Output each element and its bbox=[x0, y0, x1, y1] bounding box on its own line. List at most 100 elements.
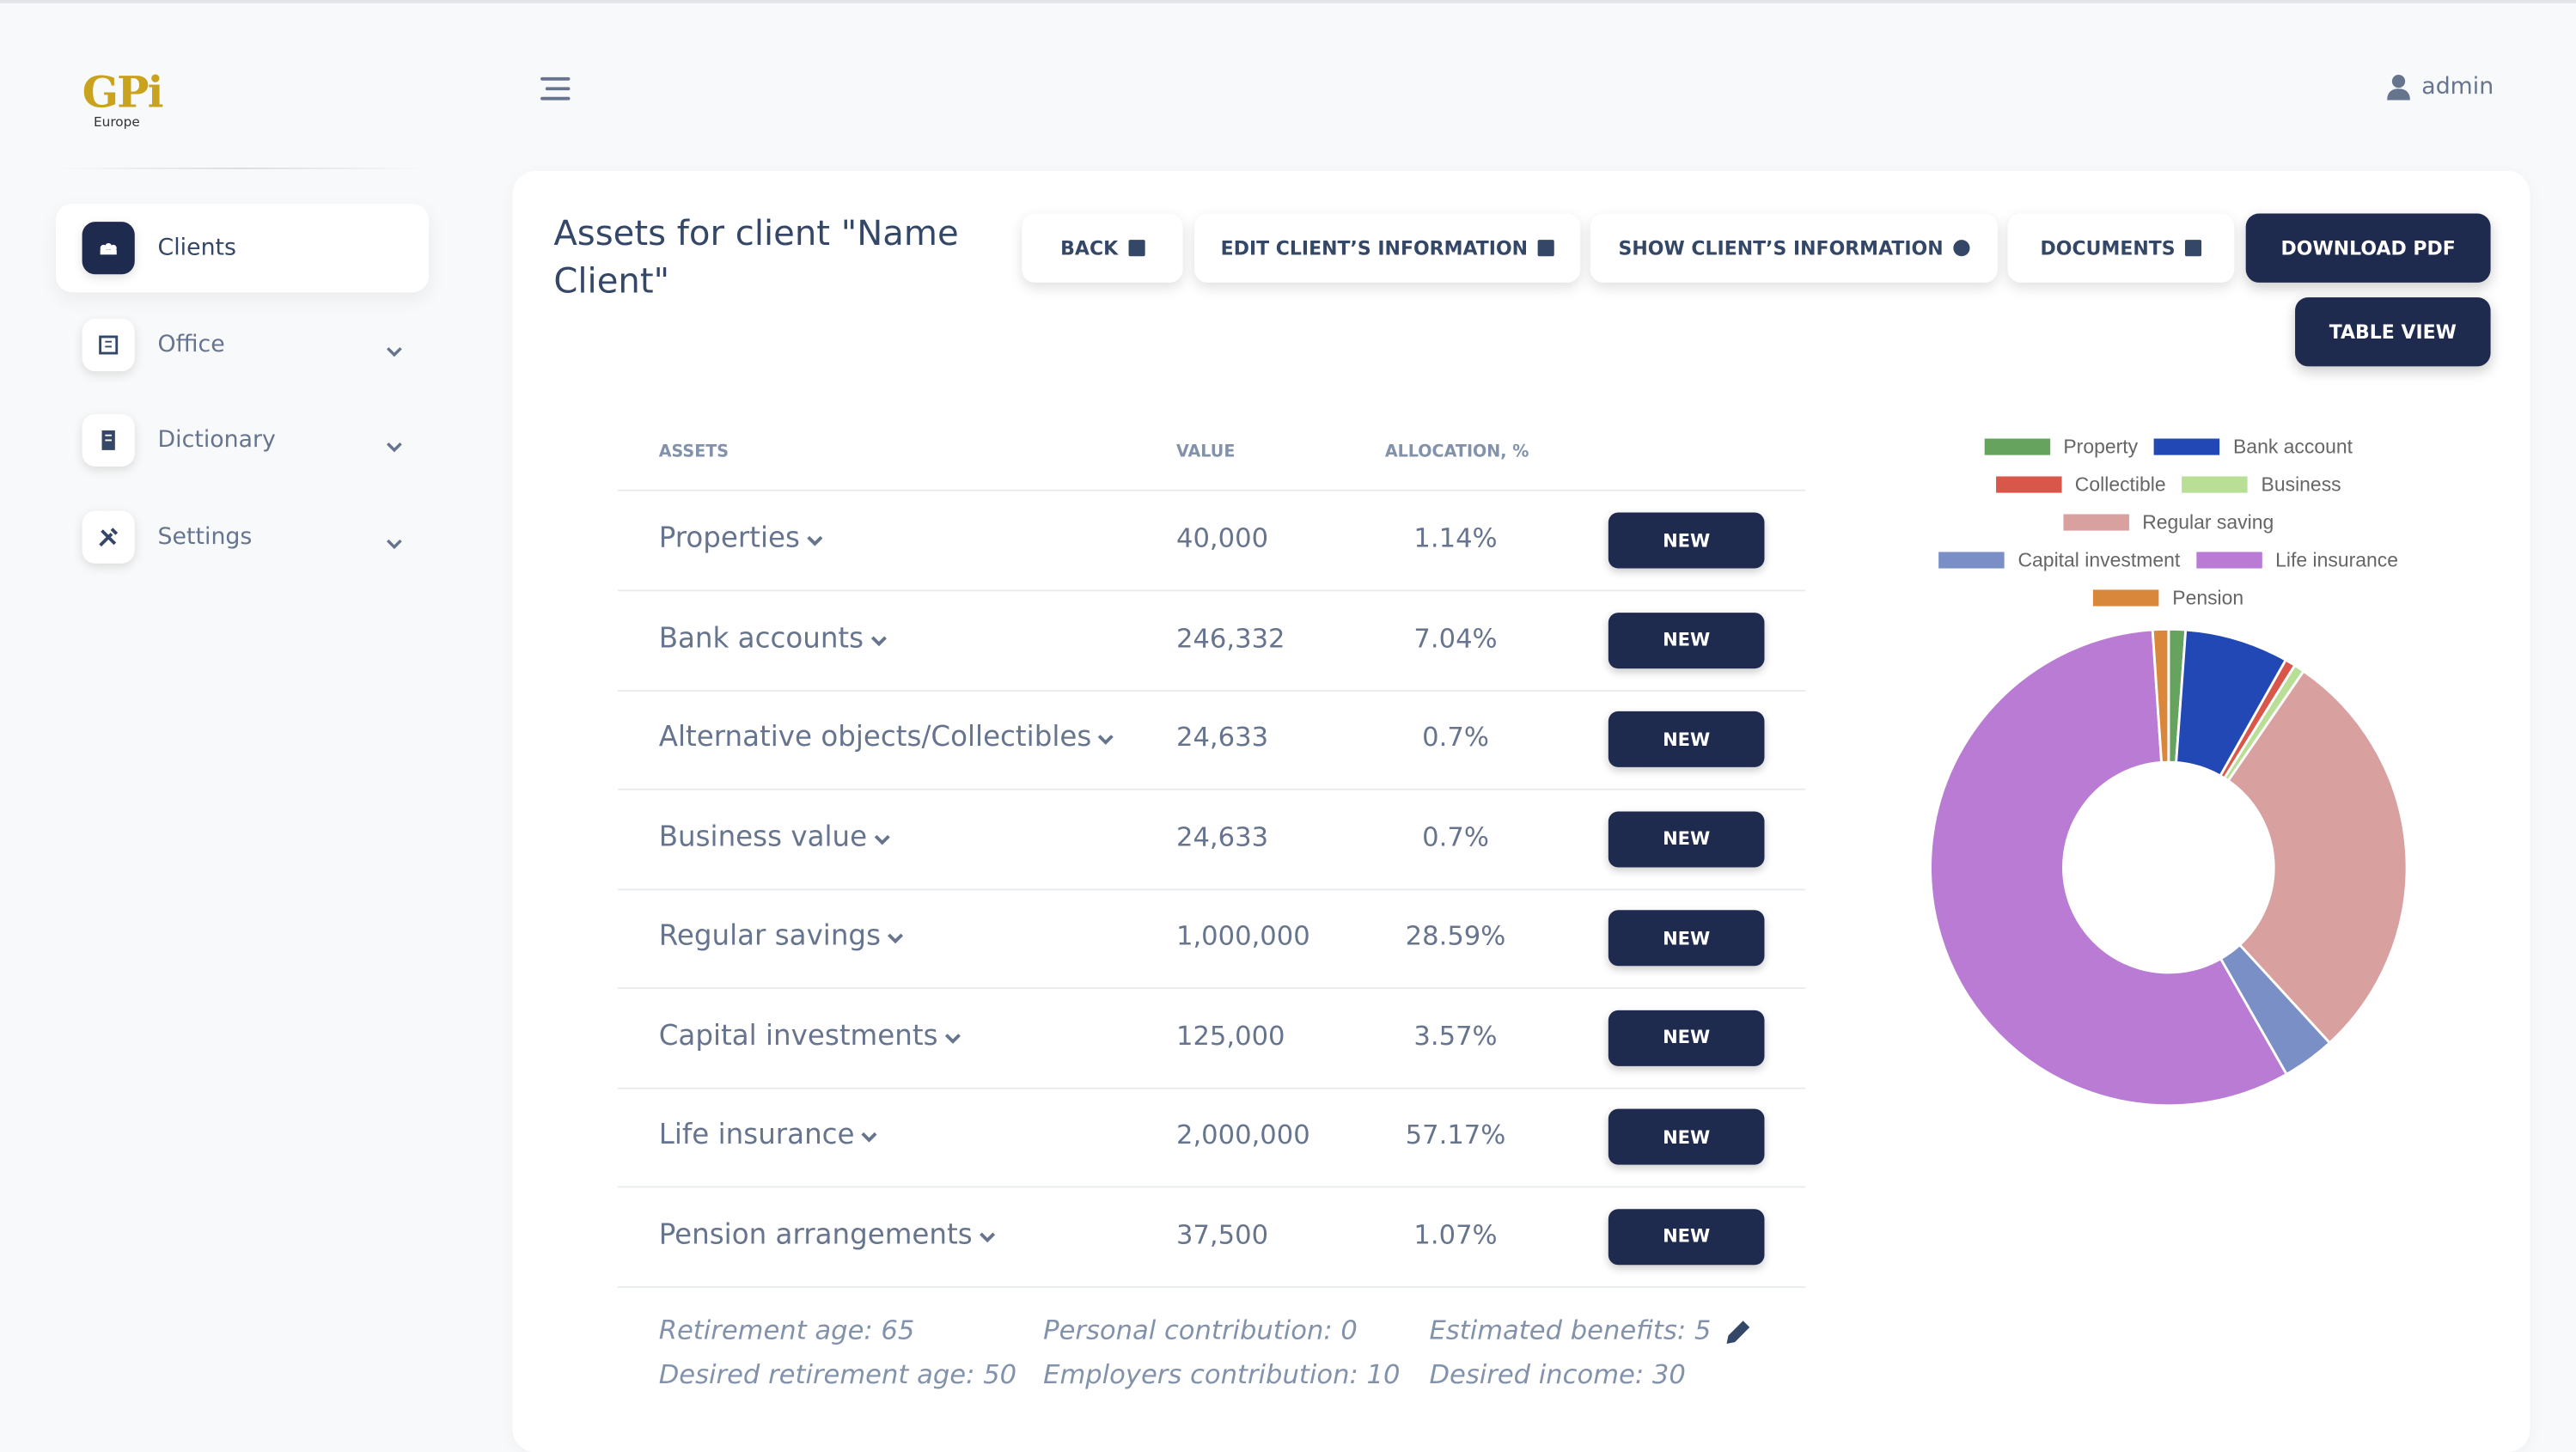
legend-item[interactable]: Regular saving bbox=[2063, 511, 2274, 534]
button[interactable]: BACK ​ bbox=[1022, 213, 1183, 283]
legend-label: Capital investment bbox=[2017, 548, 2181, 572]
asset-label: Properties bbox=[658, 522, 800, 556]
asset-label: Capital investments bbox=[658, 1019, 938, 1052]
chevron-icon bbox=[861, 1132, 877, 1143]
button[interactable]: DOWNLOAD PDF bbox=[2245, 213, 2491, 283]
nav-item[interactable]: Dictionary bbox=[56, 396, 429, 485]
new-button[interactable]: NEW bbox=[1608, 1009, 1765, 1065]
legend-item[interactable]: Property bbox=[1984, 435, 2139, 459]
legend-row: Property Bank account bbox=[1840, 435, 2497, 459]
asset-label: Alternative objects/Collectibles bbox=[658, 721, 1092, 754]
button-label: SHOW CLIENT’S INFORMATION bbox=[1618, 236, 1944, 260]
button-label: DOCUMENTS bbox=[2040, 236, 2176, 260]
legend-swatch bbox=[1984, 438, 2051, 455]
legend-label: Life insurance bbox=[2275, 548, 2398, 572]
button[interactable]: SHOW CLIENT’S INFORMATION ​ bbox=[1590, 213, 1998, 283]
table-header: ALLOCATION, % bbox=[1384, 443, 1529, 462]
row-divider bbox=[617, 888, 1806, 890]
detail-text: Desired income: 30 bbox=[1429, 1358, 1686, 1390]
asset-value: 246,332 bbox=[1175, 621, 1285, 654]
menu-toggle[interactable] bbox=[539, 76, 571, 102]
button[interactable]: TABLE VIEW bbox=[2295, 297, 2491, 367]
new-button[interactable]: NEW bbox=[1608, 1108, 1765, 1165]
icon bbox=[99, 527, 119, 546]
new-button[interactable]: NEW bbox=[1608, 910, 1765, 967]
new-button[interactable]: NEW bbox=[1608, 612, 1765, 668]
legend-item[interactable]: Life insurance bbox=[2196, 548, 2398, 572]
app: GPi Europe admin Assets for client "Name… bbox=[0, 0, 2576, 1390]
icon bbox=[101, 430, 115, 450]
nav-item[interactable]: Office bbox=[56, 300, 429, 388]
asset-name[interactable]: Business value bbox=[659, 821, 890, 853]
legend-item[interactable]: Bank account bbox=[2154, 435, 2353, 459]
chevron bbox=[861, 1119, 877, 1151]
legend-label: Bank account bbox=[2233, 435, 2353, 459]
button-icon: ​ bbox=[1953, 240, 1970, 257]
asset-name[interactable]: Alternative objects/Collectibles bbox=[658, 721, 1114, 754]
row-divider bbox=[617, 589, 1806, 592]
detail-text: Personal contribution: 0 bbox=[1043, 1314, 1358, 1345]
content-card bbox=[512, 170, 2530, 1452]
asset-label: Bank accounts bbox=[658, 621, 864, 655]
asset-name[interactable]: Properties bbox=[659, 522, 823, 555]
logo[interactable]: GPi bbox=[82, 69, 164, 119]
chevron bbox=[1098, 721, 1114, 753]
legend-row: Pension bbox=[1840, 587, 2497, 609]
nav-item[interactable]: Settings bbox=[56, 492, 429, 581]
nav-label: Dictionary bbox=[157, 427, 276, 454]
edit-icon[interactable] bbox=[1724, 1317, 1753, 1346]
asset-value: 40,000 bbox=[1175, 522, 1269, 554]
legend-label: Collectible bbox=[2074, 473, 2166, 497]
new-button[interactable]: NEW bbox=[1608, 810, 1765, 867]
asset-name[interactable]: Life insurance bbox=[659, 1119, 878, 1151]
asset-name[interactable]: Bank accounts bbox=[659, 622, 887, 655]
row-divider bbox=[617, 788, 1806, 790]
new-button[interactable]: NEW bbox=[1608, 711, 1765, 767]
button[interactable]: EDIT CLIENT’S INFORMATION ​ bbox=[1194, 213, 1581, 283]
asset-value: 125,000 bbox=[1175, 1019, 1285, 1051]
chevron-icon bbox=[387, 538, 402, 549]
asset-allocation: 0.7% bbox=[1422, 821, 1489, 852]
icon bbox=[100, 242, 117, 255]
chevron-icon bbox=[807, 535, 823, 546]
legend-item[interactable]: Pension bbox=[2093, 587, 2243, 609]
asset-label: Business value bbox=[658, 821, 868, 854]
asset-value: 37,500 bbox=[1175, 1217, 1269, 1250]
chevron bbox=[979, 1218, 995, 1251]
detail-text: Estimated benefits: 5 bbox=[1429, 1314, 1712, 1345]
asset-label: Life insurance bbox=[658, 1119, 855, 1152]
table-header: VALUE bbox=[1175, 443, 1236, 462]
donut-segment bbox=[2226, 669, 2408, 1045]
asset-allocation: 1.14% bbox=[1413, 522, 1498, 554]
user-menu[interactable]: admin bbox=[2387, 74, 2494, 101]
chevron bbox=[944, 1019, 961, 1052]
button-label: TABLE VIEW bbox=[2329, 320, 2457, 344]
button[interactable]: DOCUMENTS ​ bbox=[2007, 213, 2235, 283]
legend-swatch bbox=[2182, 476, 2249, 493]
legend-item[interactable]: Business bbox=[2182, 473, 2341, 496]
new-button[interactable]: NEW bbox=[1608, 512, 1765, 569]
nav-icon bbox=[82, 222, 135, 275]
table-header: ASSETS bbox=[658, 443, 729, 462]
legend-swatch bbox=[2063, 514, 2129, 531]
nav-label: Settings bbox=[157, 522, 253, 550]
asset-name[interactable]: Regular savings bbox=[659, 920, 904, 953]
row-divider bbox=[617, 1086, 1806, 1089]
new-button[interactable]: NEW bbox=[1608, 1208, 1765, 1265]
asset-allocation: 28.59% bbox=[1405, 919, 1506, 952]
nav-icon bbox=[82, 413, 135, 467]
row-divider bbox=[617, 1186, 1806, 1188]
asset-allocation: 57.17% bbox=[1405, 1119, 1506, 1150]
asset-name[interactable]: Capital investments bbox=[659, 1019, 961, 1052]
asset-name[interactable]: Pension arrangements bbox=[659, 1218, 996, 1251]
legend-item[interactable]: Capital investment bbox=[1938, 548, 2181, 572]
donut-chart bbox=[1929, 627, 2408, 1107]
user-name: admin bbox=[2421, 74, 2494, 101]
legend-label: Property bbox=[2063, 435, 2139, 459]
asset-allocation: 7.04% bbox=[1413, 621, 1498, 654]
legend-item[interactable]: Collectible bbox=[1996, 473, 2166, 497]
detail-text: Desired retirement age: 50 bbox=[658, 1358, 1017, 1390]
button-label: DOWNLOAD PDF bbox=[2280, 236, 2456, 260]
row-divider bbox=[617, 689, 1806, 691]
nav-item[interactable]: Clients bbox=[56, 204, 430, 293]
